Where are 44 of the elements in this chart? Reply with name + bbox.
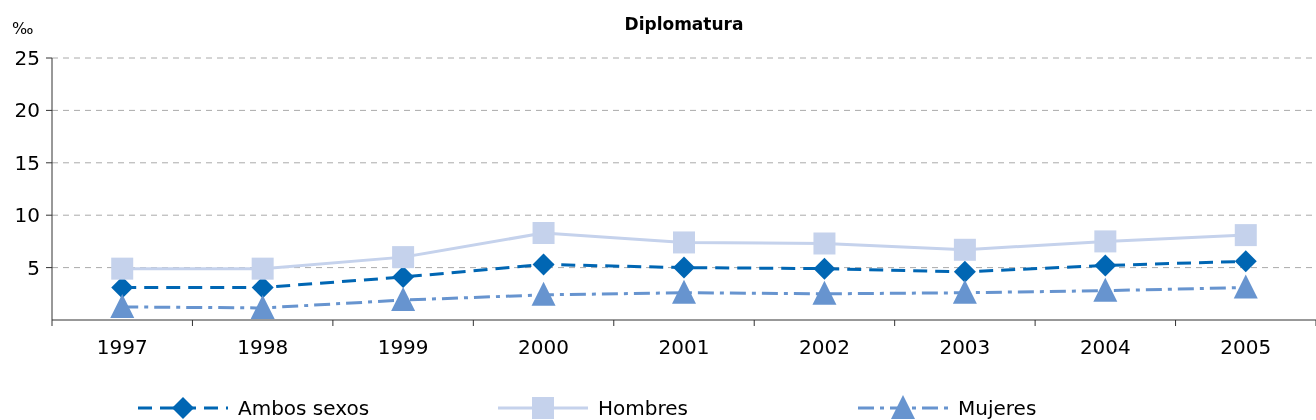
point (1234, 250, 1257, 273)
x-tick-label: 2005 (1220, 335, 1272, 359)
x-tick-label: 1999 (377, 335, 429, 359)
x-tick-label: 2001 (658, 335, 710, 359)
x-tick-label: 2004 (1079, 335, 1131, 359)
point (392, 266, 415, 289)
legend-label: Mujeres (958, 396, 1037, 420)
x-tick-label: 2002 (798, 335, 850, 359)
point (813, 257, 836, 280)
x-tick-label: 1997 (96, 335, 148, 359)
point (1234, 224, 1257, 247)
point (392, 246, 415, 269)
y-tick-label: 25 (14, 46, 40, 70)
point (1094, 230, 1117, 253)
point (391, 287, 416, 312)
point (111, 257, 134, 280)
point (672, 279, 696, 304)
point (532, 222, 555, 245)
point (673, 231, 695, 254)
y-tick-label: 5 (27, 255, 40, 280)
point (110, 293, 135, 318)
point (1093, 277, 1118, 302)
point (1094, 254, 1117, 277)
point (1233, 274, 1258, 299)
point (953, 260, 976, 283)
point (251, 257, 274, 280)
point (952, 279, 977, 304)
legend-label: Ambos sexos (238, 396, 370, 420)
y-tick-label: 15 (14, 150, 40, 175)
chart-title: Diplomatura (624, 14, 744, 34)
legend-label: Hombres (598, 396, 688, 420)
point (531, 281, 556, 306)
point (813, 232, 836, 255)
x-tick-label: 2000 (518, 335, 570, 359)
y-tick-label: 10 (14, 203, 40, 228)
point (250, 294, 275, 319)
point (532, 253, 555, 276)
point (812, 280, 837, 305)
y-axis-title: ‰ (12, 19, 34, 38)
point (953, 238, 976, 261)
point (673, 256, 695, 279)
x-tick-label: 1998 (237, 335, 289, 359)
x-tick-label: 2003 (939, 335, 991, 359)
y-tick-label: 20 (14, 98, 40, 123)
